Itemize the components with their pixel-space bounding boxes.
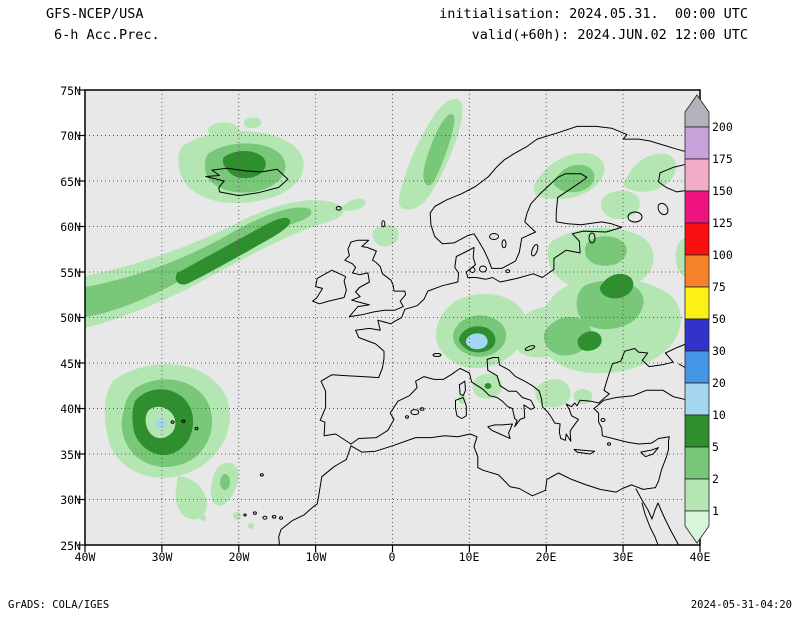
- legend-band: [685, 255, 709, 287]
- lon-tick-label: 10E: [447, 550, 491, 564]
- lat-tick-label: 45N: [44, 357, 81, 371]
- product-title: 6-h Acc.Prec.: [54, 27, 160, 43]
- legend-band: [685, 319, 709, 351]
- lat-tick-label: 55N: [44, 266, 81, 280]
- lon-tick-label: 40W: [63, 550, 107, 564]
- legend-band: [685, 415, 709, 447]
- legend-band: [685, 479, 709, 511]
- lat-tick-label: 70N: [44, 129, 81, 143]
- legend-value: 100: [712, 248, 733, 262]
- legend-value: 5: [712, 440, 719, 454]
- lat-tick-label: 65N: [44, 175, 81, 189]
- legend-band: [685, 447, 709, 479]
- legend-value: 150: [712, 184, 733, 198]
- lon-tick-label: 10W: [294, 550, 338, 564]
- legend-value: 30: [712, 344, 726, 358]
- valid-time-label: valid(+60h): 2024.JUN.02 12:00 UTC: [472, 27, 748, 43]
- legend-band: [685, 191, 709, 223]
- lon-tick-label: 40E: [678, 550, 722, 564]
- legend-value: 50: [712, 312, 726, 326]
- legend-band: [685, 351, 709, 383]
- lon-tick-label: 30W: [140, 550, 184, 564]
- map-plot-area: [75, 80, 710, 562]
- lon-tick-label: 20W: [217, 550, 261, 564]
- lon-tick-label: 0: [370, 550, 414, 564]
- model-title: GFS-NCEP/USA: [46, 6, 144, 22]
- legend-value: 125: [712, 216, 733, 230]
- legend-value: 10: [712, 408, 726, 422]
- lon-tick-label: 20E: [524, 550, 568, 564]
- lon-tick-label: 30E: [601, 550, 645, 564]
- lat-tick-label: 40N: [44, 402, 81, 416]
- legend-value: 75: [712, 280, 726, 294]
- init-time-label: initialisation: 2024.05.31. 00:00 UTC: [439, 6, 748, 22]
- lat-tick-label: 50N: [44, 311, 81, 325]
- grads-credit: GrADS: COLA/IGES: [8, 599, 109, 611]
- creation-timestamp: 2024-05-31-04:20: [691, 599, 792, 611]
- lat-tick-label: 60N: [44, 220, 81, 234]
- europe-precipitation-map: [75, 80, 710, 562]
- weather-map-page: GFS-NCEP/USA 6-h Acc.Prec. initialisatio…: [0, 0, 800, 618]
- legend-band: [685, 159, 709, 191]
- legend-value: 2: [712, 472, 719, 486]
- precip-color-scale: [684, 90, 710, 548]
- lat-tick-label: 75N: [44, 84, 81, 98]
- legend-value: 1: [712, 504, 719, 518]
- legend-band: [685, 223, 709, 255]
- lat-tick-label: 30N: [44, 493, 81, 507]
- lat-tick-label: 35N: [44, 448, 81, 462]
- legend-band: [685, 383, 709, 415]
- legend-value: 200: [712, 120, 733, 134]
- legend-value: 175: [712, 152, 733, 166]
- legend-arrow-top: [685, 95, 709, 127]
- legend-band: [685, 127, 709, 159]
- legend-arrow-bottom: [685, 511, 709, 543]
- legend-value: 20: [712, 376, 726, 390]
- legend-band: [685, 287, 709, 319]
